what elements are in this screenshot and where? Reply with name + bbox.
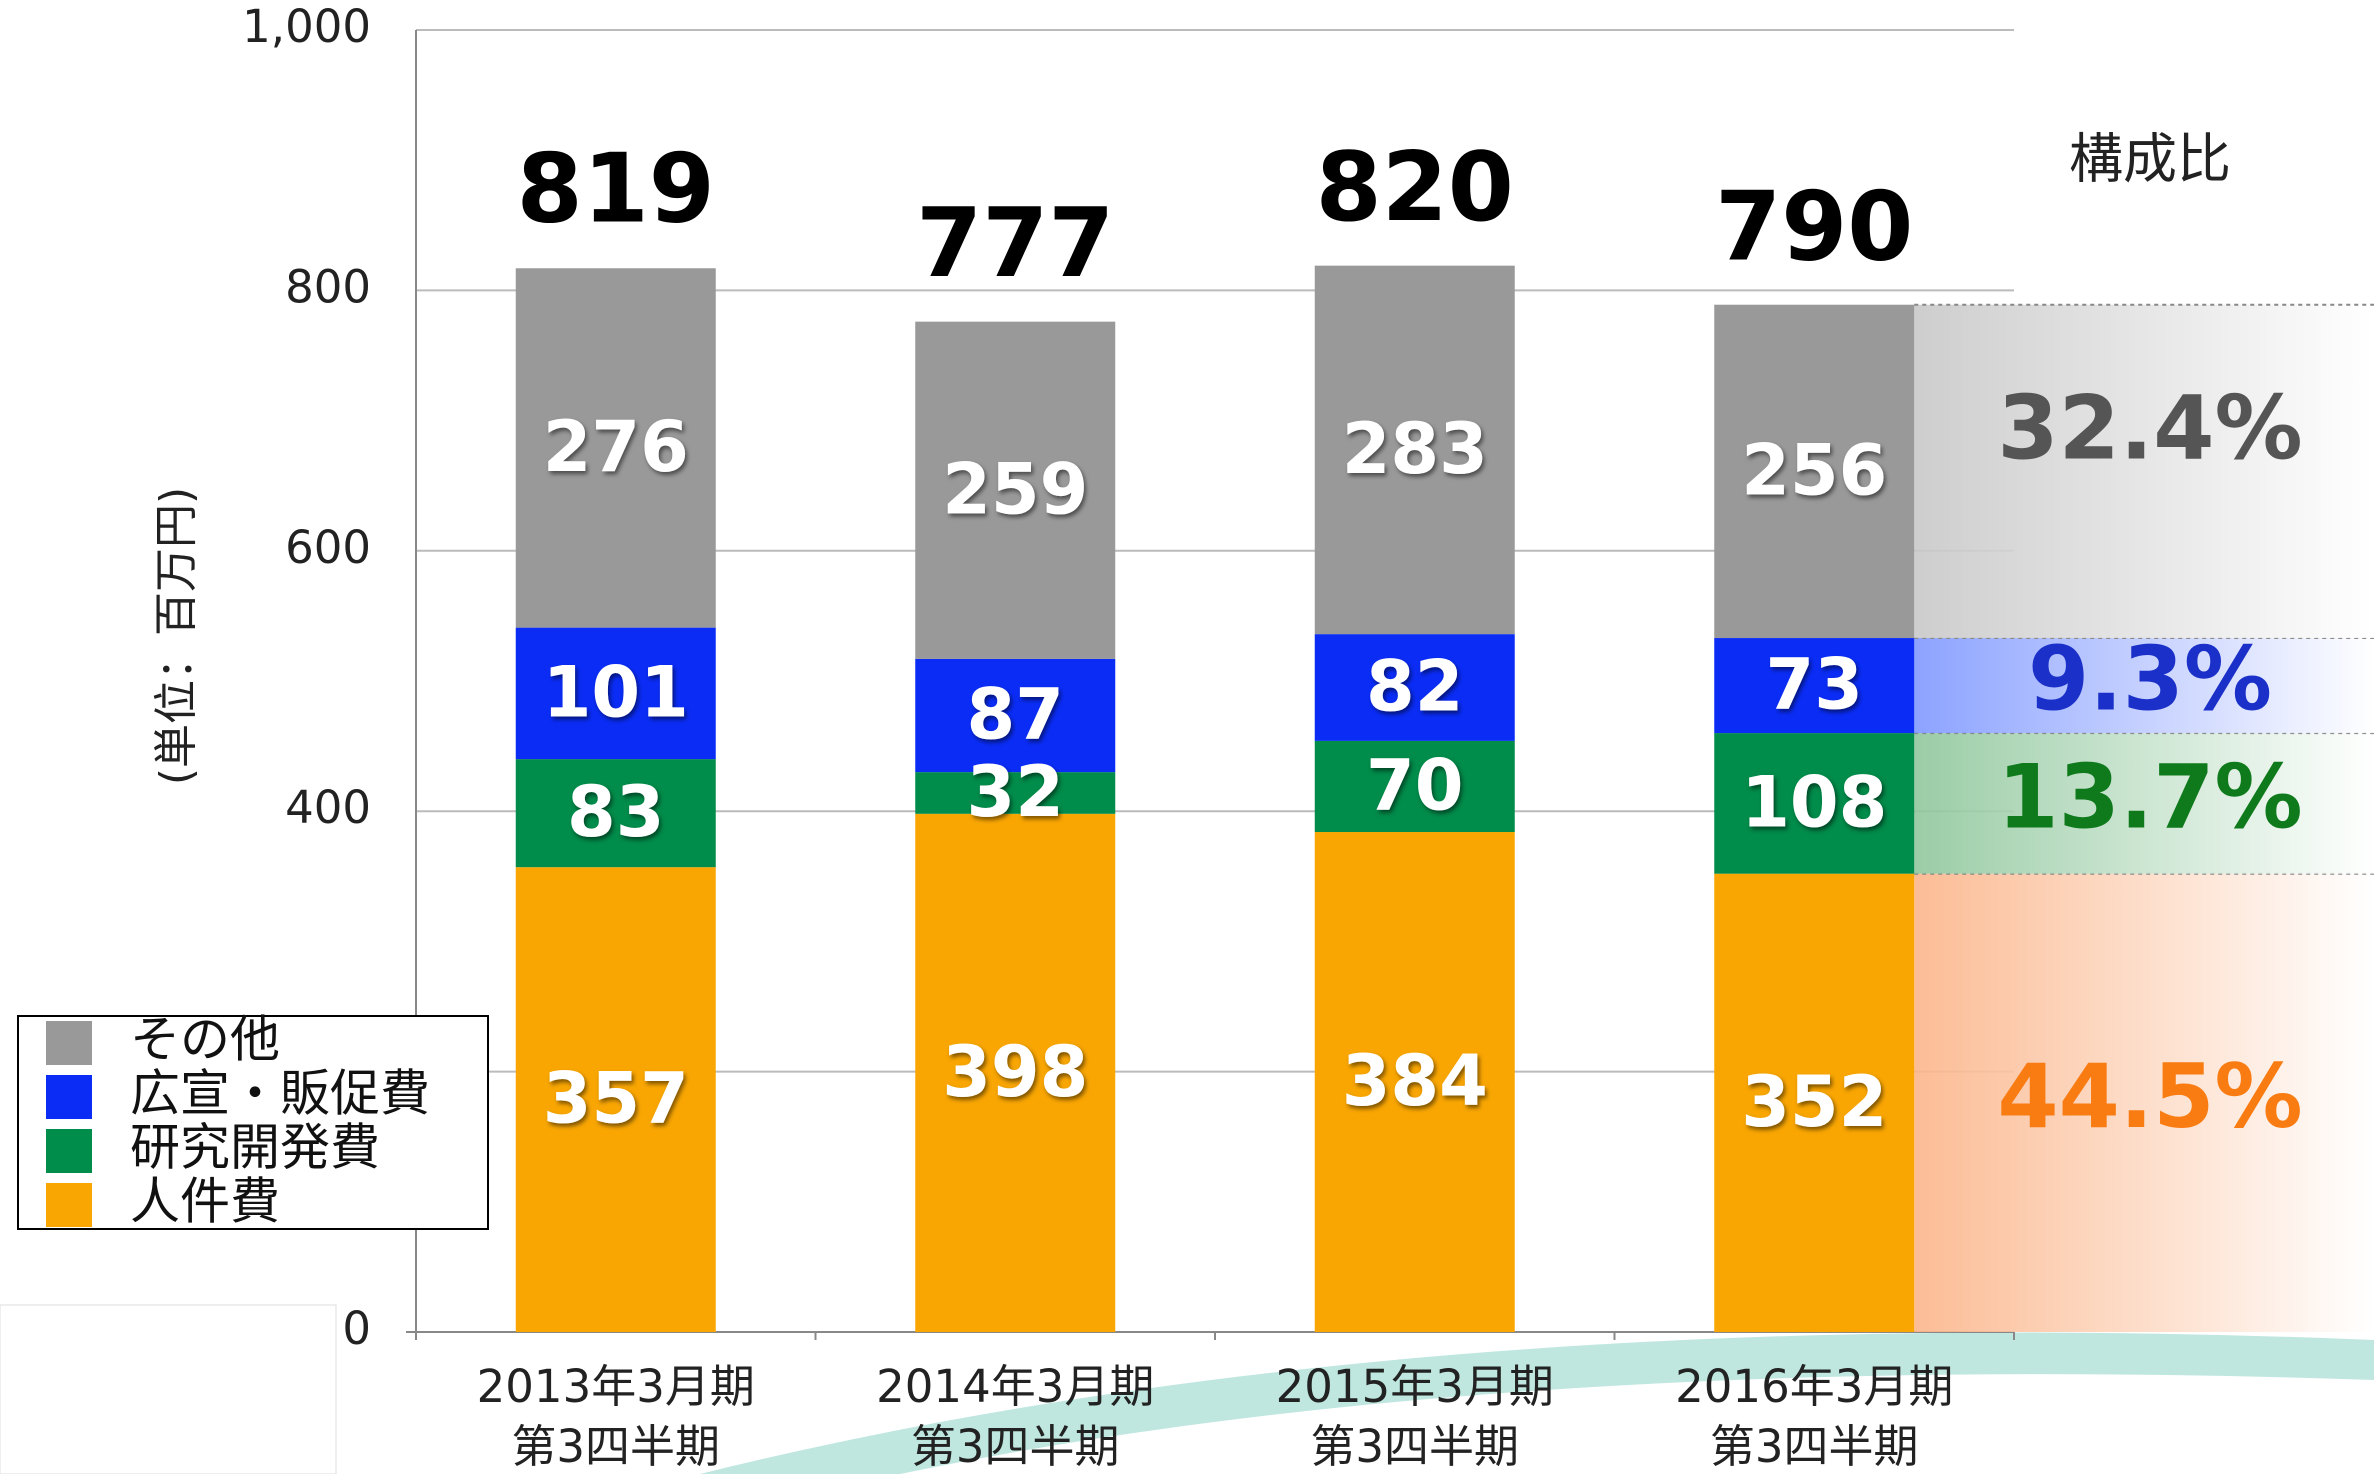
chart: (単位：百万円) 構成比 02004006008001,00044.5%13.7…: [0, 0, 2374, 1474]
segment-label: 82: [1366, 646, 1463, 728]
segment-label: 398: [942, 1031, 1088, 1113]
segment-label: 352: [1741, 1061, 1887, 1143]
y-tick-label: 1,000: [242, 0, 371, 53]
segment-label: 108: [1741, 761, 1887, 843]
total-label: 777: [916, 189, 1114, 299]
composition-label: 44.5%: [1997, 1045, 2302, 1148]
x-tick-label: 第3四半期: [511, 1420, 720, 1473]
segment-label: 32: [967, 751, 1064, 833]
x-tick-label: 2014年3月期: [876, 1360, 1154, 1413]
legend-swatch: [46, 1129, 92, 1173]
segment-label: 276: [543, 406, 689, 488]
x-tick-label: 第3四半期: [911, 1420, 1120, 1473]
composition-title: 構成比: [2069, 128, 2231, 191]
y-tick-label: 800: [285, 260, 371, 313]
segment-label: 101: [543, 651, 689, 733]
x-tick-label: 2015年3月期: [1276, 1360, 1554, 1413]
x-tick-label: 2013年3月期: [477, 1360, 755, 1413]
total-label: 790: [1715, 172, 1913, 282]
y-axis-label: (単位：百万円): [151, 487, 202, 785]
segment-label: 283: [1342, 408, 1488, 490]
y-tick-label: 600: [285, 521, 371, 574]
segment-label: 259: [942, 448, 1088, 530]
total-label: 820: [1316, 133, 1514, 243]
legend-swatch: [46, 1021, 92, 1065]
legend-swatch: [46, 1075, 92, 1119]
x-tick-label: 第3四半期: [1310, 1420, 1519, 1473]
legend-label: 研究開発費: [130, 1119, 380, 1177]
x-tick-label: 2016年3月期: [1675, 1360, 1953, 1413]
segment-label: 87: [967, 674, 1064, 756]
decoration: [0, 1305, 336, 1474]
x-tick-label: 第3四半期: [1710, 1420, 1919, 1473]
legend-label: その他: [130, 1011, 280, 1069]
segment-label: 73: [1766, 644, 1863, 726]
segment-label: 256: [1741, 429, 1887, 511]
legend-swatch: [46, 1183, 92, 1227]
legend-label: 人件費: [130, 1173, 280, 1231]
y-tick-label: 400: [285, 781, 371, 834]
total-label: 819: [517, 135, 715, 245]
y-tick-label: 0: [342, 1302, 371, 1355]
composition-label: 32.4%: [1997, 377, 2302, 480]
composition-label: 9.3%: [2028, 627, 2272, 730]
composition-label: 13.7%: [1997, 745, 2302, 848]
segment-label: 384: [1342, 1040, 1488, 1122]
segment-label: 357: [543, 1058, 689, 1140]
segment-label: 83: [567, 771, 664, 853]
legend-label: 広宣・販促費: [130, 1065, 430, 1123]
segment-label: 70: [1366, 744, 1463, 826]
